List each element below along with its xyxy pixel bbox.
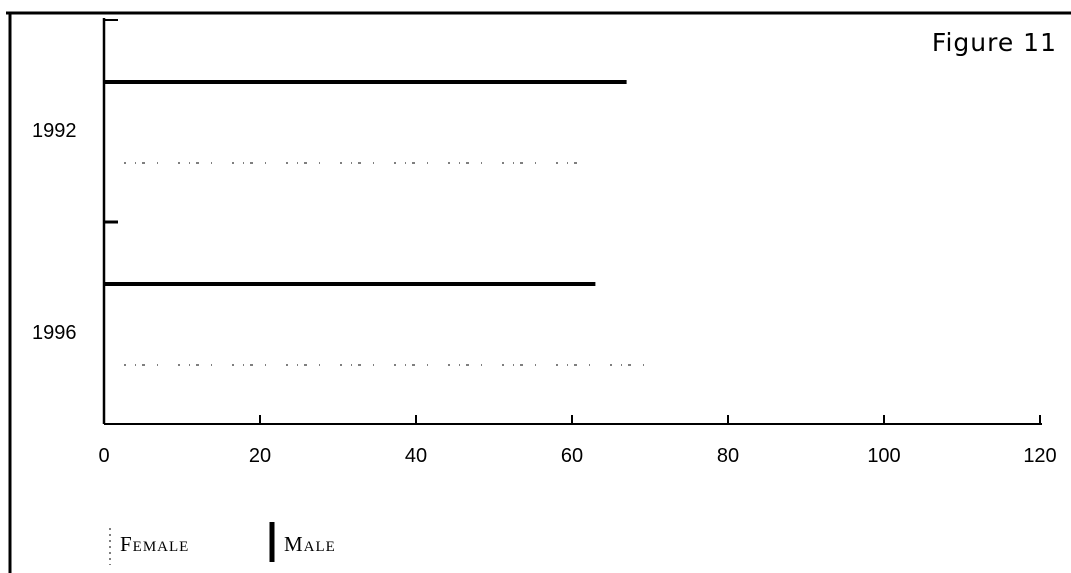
y-tick-label-1996: 1996	[32, 322, 77, 344]
legend-male-label: Male	[284, 532, 336, 556]
legend-female-label: Female	[120, 532, 190, 556]
x-tick-label-0: 0	[98, 445, 109, 467]
legend-female: Female	[120, 532, 189, 557]
x-tick-label-120: 120	[1023, 445, 1056, 467]
x-tick-label-80: 80	[717, 445, 739, 467]
y-tick-label-1992: 1992	[32, 120, 77, 142]
x-tick-label-60: 60	[561, 445, 583, 467]
figure-label: Figure 11	[931, 28, 1057, 57]
x-tick-label-20: 20	[249, 445, 271, 467]
legend-male: Male	[284, 532, 336, 557]
x-tick-label-100: 100	[867, 445, 900, 467]
x-tick-label-40: 40	[405, 445, 427, 467]
